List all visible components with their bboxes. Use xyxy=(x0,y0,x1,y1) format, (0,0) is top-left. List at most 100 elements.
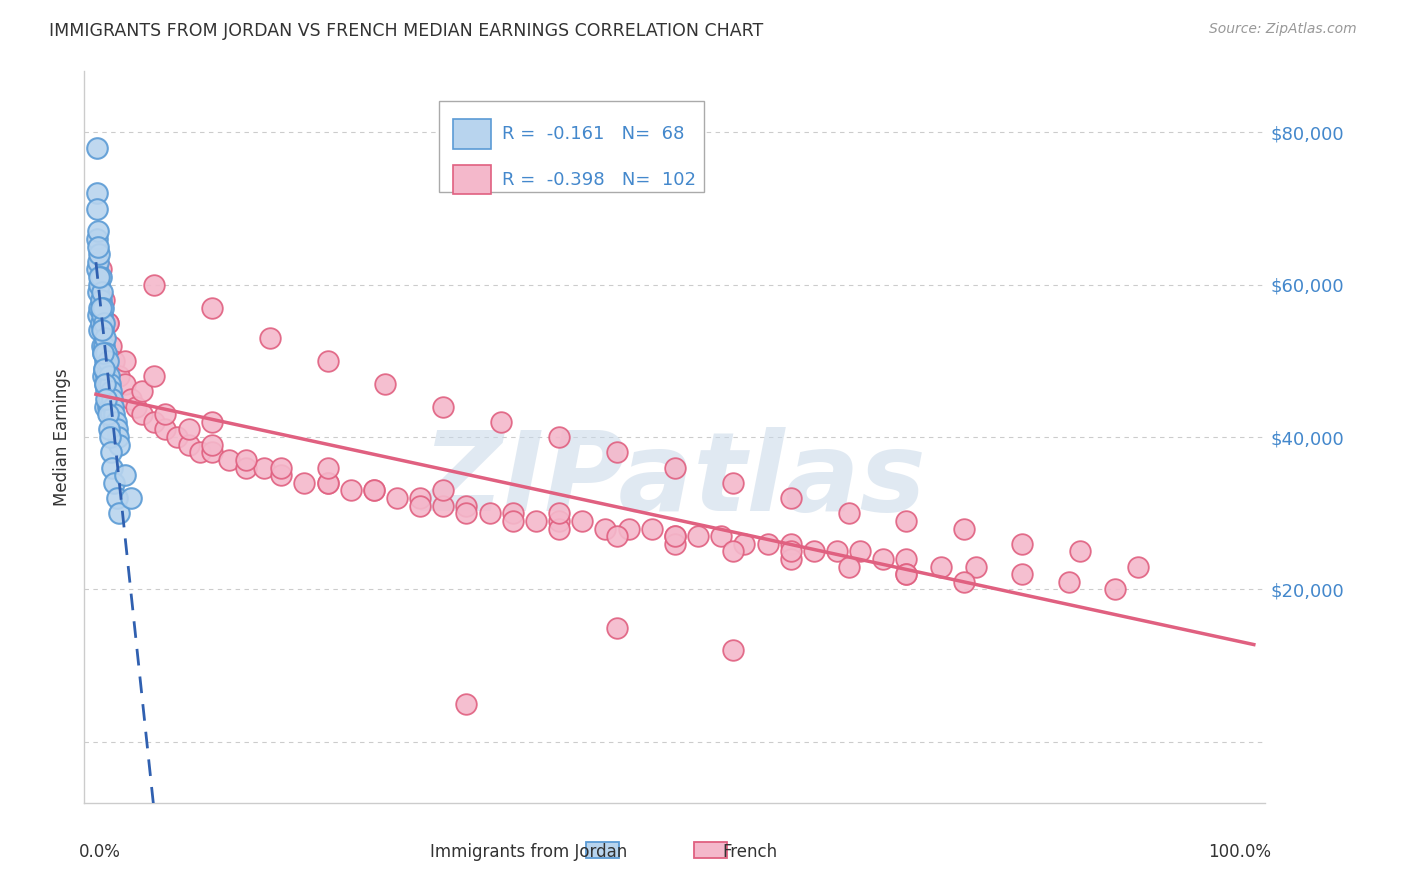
Point xyxy=(96,316,118,330)
Y-axis label: Median Earnings: Median Earnings xyxy=(53,368,72,506)
Point xyxy=(363,483,385,498)
Point xyxy=(606,621,628,635)
Point xyxy=(316,460,339,475)
Text: French: French xyxy=(723,843,778,861)
Point xyxy=(259,331,281,345)
Point xyxy=(89,301,111,315)
Point xyxy=(131,384,153,399)
Point xyxy=(721,475,744,490)
Point xyxy=(502,514,524,528)
Bar xyxy=(586,841,620,858)
Text: ZIPatlas: ZIPatlas xyxy=(423,427,927,534)
Point xyxy=(188,445,211,459)
Point xyxy=(235,453,257,467)
Point xyxy=(838,559,860,574)
Point xyxy=(91,323,114,337)
Point xyxy=(86,232,108,246)
Point xyxy=(617,521,640,535)
Point xyxy=(101,392,124,406)
Point xyxy=(721,643,744,657)
Point xyxy=(664,537,686,551)
Point xyxy=(965,559,987,574)
Point xyxy=(114,468,136,483)
Point xyxy=(114,376,136,391)
Point xyxy=(107,430,129,444)
Point xyxy=(93,293,115,307)
Point xyxy=(93,338,115,352)
Point xyxy=(89,270,111,285)
Point xyxy=(953,521,976,535)
Point xyxy=(374,376,396,391)
Point xyxy=(1104,582,1126,597)
Point xyxy=(114,354,136,368)
Point xyxy=(89,323,111,337)
Point xyxy=(733,537,755,551)
Point xyxy=(100,407,122,421)
Point xyxy=(108,438,131,452)
Point xyxy=(363,483,385,498)
Point xyxy=(90,316,112,330)
Point xyxy=(456,506,478,520)
Point xyxy=(432,499,454,513)
Point xyxy=(849,544,872,558)
Point xyxy=(90,270,112,285)
Point xyxy=(105,422,128,436)
Point xyxy=(91,301,114,315)
Point xyxy=(87,255,110,269)
Text: 100.0%: 100.0% xyxy=(1208,843,1271,861)
Point xyxy=(201,438,224,452)
Point xyxy=(456,697,478,711)
Point xyxy=(94,376,117,391)
Point xyxy=(432,400,454,414)
Point xyxy=(108,369,131,384)
Point xyxy=(409,491,432,505)
Point xyxy=(502,506,524,520)
Point xyxy=(103,400,125,414)
Point xyxy=(548,430,571,444)
Point xyxy=(218,453,240,467)
Point xyxy=(87,239,110,253)
Point xyxy=(270,468,292,483)
Point xyxy=(253,460,276,475)
Point xyxy=(93,316,115,330)
Point xyxy=(142,277,165,292)
Point xyxy=(339,483,361,498)
Point xyxy=(91,346,114,360)
Point xyxy=(87,308,110,322)
Point xyxy=(86,202,108,216)
Point xyxy=(142,415,165,429)
Point xyxy=(94,376,117,391)
Point xyxy=(100,338,122,352)
Point xyxy=(838,506,860,520)
Point xyxy=(779,544,801,558)
Point xyxy=(103,415,125,429)
Point xyxy=(316,354,339,368)
Point xyxy=(96,407,118,421)
Point xyxy=(756,537,779,551)
Point xyxy=(86,140,108,154)
Point xyxy=(86,262,108,277)
Point xyxy=(94,331,117,345)
Point xyxy=(100,445,122,459)
Point xyxy=(1126,559,1149,574)
Point xyxy=(90,293,112,307)
Point xyxy=(86,186,108,201)
Point xyxy=(953,574,976,589)
Point xyxy=(571,514,593,528)
Point xyxy=(103,354,125,368)
Point xyxy=(93,361,115,376)
Point xyxy=(1057,574,1080,589)
Point xyxy=(710,529,733,543)
Point xyxy=(98,430,121,444)
Point xyxy=(155,407,177,421)
Text: R =  -0.161   N=  68: R = -0.161 N= 68 xyxy=(502,125,685,143)
Text: Source: ZipAtlas.com: Source: ZipAtlas.com xyxy=(1209,22,1357,37)
Point xyxy=(90,285,112,300)
Point xyxy=(96,354,118,368)
Point xyxy=(201,301,224,315)
Point xyxy=(721,544,744,558)
Point xyxy=(98,400,121,414)
Point xyxy=(96,376,118,391)
Point xyxy=(235,460,257,475)
Point xyxy=(96,384,118,399)
